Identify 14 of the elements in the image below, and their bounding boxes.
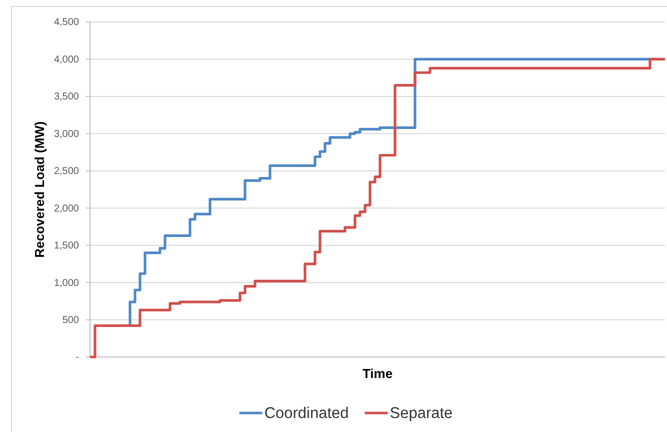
y-tick-label: 1,500 [54, 240, 80, 252]
y-tick-label: 1,000 [54, 278, 80, 289]
y-tick-label: 2,500 [54, 166, 80, 178]
y-tick-label: 2,000 [54, 203, 80, 214]
y-tick-label: 3,000 [54, 128, 80, 140]
y-tick-label: 4,000 [54, 54, 80, 66]
y-axis-title: Recovered Load (MW) [32, 121, 47, 258]
y-tick-label: 3,500 [54, 92, 80, 103]
legend-label: Separate [390, 405, 453, 422]
x-axis-title: Time [362, 366, 393, 381]
legend-label: Coordinated [264, 405, 349, 422]
y-tick-label: 4,500 [54, 17, 80, 28]
y-tick-label: 500 [62, 314, 80, 326]
y-tick-label: - [76, 352, 79, 364]
